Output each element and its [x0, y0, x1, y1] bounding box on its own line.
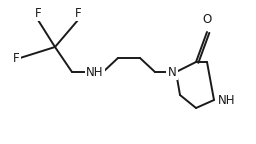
- Text: NH: NH: [218, 93, 236, 107]
- Text: N: N: [168, 66, 176, 78]
- Text: NH: NH: [86, 66, 104, 78]
- Text: F: F: [13, 52, 20, 65]
- Text: F: F: [35, 7, 41, 20]
- Text: O: O: [202, 13, 212, 26]
- Text: F: F: [75, 7, 81, 20]
